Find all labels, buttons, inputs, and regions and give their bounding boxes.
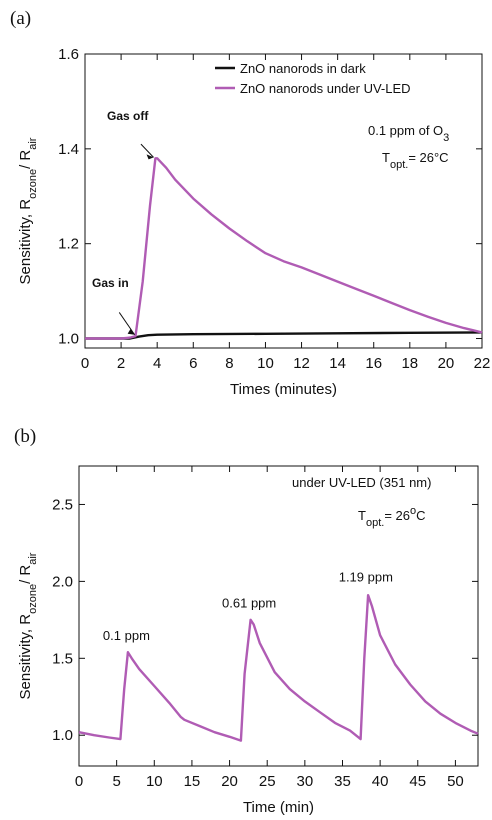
label-part: ozone (27, 584, 39, 614)
label-part: 0.1 ppm of O (368, 123, 443, 138)
x-tick-label: 40 (372, 773, 389, 790)
x-tick-label: 0 (75, 773, 83, 790)
panel-label: (b) (14, 426, 36, 447)
y-tick-label: 1.4 (58, 141, 79, 158)
label-part: Sensitivity, R (17, 614, 34, 700)
peak-label: 1.19 ppm (339, 569, 393, 584)
label-part: = 26 (384, 508, 410, 523)
x-tick-label: 45 (409, 773, 426, 790)
label-part: T (358, 508, 366, 523)
x-axis-label: Time (min) (243, 799, 314, 816)
x-tick-label: 30 (297, 773, 314, 790)
annotation-temperature: Topt.= 26°C (382, 150, 449, 171)
x-tick-label: 15 (184, 773, 201, 790)
y-tick-label: 1.2 (58, 236, 79, 253)
y-tick-label: 2.5 (52, 496, 73, 513)
series-line-1 (79, 595, 478, 740)
x-tick-label: 6 (189, 355, 197, 372)
label-part: 3 (443, 132, 449, 144)
x-tick-label: 0 (81, 355, 89, 372)
x-tick-label: 4 (153, 355, 161, 372)
x-tick-label: 14 (329, 355, 346, 372)
label-part: T (382, 150, 390, 165)
annotation-temperature: Topt.= 26oC (358, 505, 426, 529)
x-tick-label: 20 (438, 355, 455, 372)
peak-label: 0.1 ppm (103, 628, 150, 643)
x-tick-label: 25 (259, 773, 276, 790)
annotation-concentration: 0.1 ppm of O3 (368, 123, 449, 144)
y-tick-label: 1.0 (58, 331, 79, 348)
x-tick-label: 2 (117, 355, 125, 372)
x-tick-label: 8 (225, 355, 233, 372)
label-part: C (416, 508, 425, 523)
x-tick-label: 35 (334, 773, 351, 790)
x-tick-label: 20 (221, 773, 238, 790)
label-part: / R (17, 565, 34, 584)
y-tick-label: 1.6 (58, 46, 79, 63)
label-part: opt. (366, 517, 384, 529)
x-tick-label: 50 (447, 773, 464, 790)
x-tick-label: 10 (146, 773, 163, 790)
y-axis-label: Sensitivity, Rozone/ Rair (17, 552, 39, 699)
gas-off-label: Gas off (107, 109, 149, 123)
panel-label: (a) (10, 8, 31, 29)
gas-in-arrowhead (128, 329, 135, 335)
y-tick-label: 2.0 (52, 573, 73, 590)
label-part: opt. (390, 159, 408, 171)
gas-in-label: Gas in (92, 276, 129, 290)
y-tick-label: 1.5 (52, 650, 73, 667)
label-part: = 26°C (408, 150, 448, 165)
series-line-2 (85, 158, 482, 338)
peak-label: 0.61 ppm (222, 596, 276, 611)
label-part: / R (17, 150, 34, 169)
series-line-1 (85, 332, 482, 338)
legend-label: ZnO nanorods in dark (240, 61, 366, 76)
x-tick-label: 12 (293, 355, 310, 372)
plot-frame (85, 54, 482, 348)
label-part: air (27, 137, 39, 150)
annotation-condition: under UV-LED (351 nm) (292, 475, 431, 490)
x-tick-label: 16 (365, 355, 382, 372)
label-part: Sensitivity, R (17, 199, 34, 285)
x-axis-label: Times (minutes) (230, 381, 337, 398)
x-tick-label: 10 (257, 355, 274, 372)
y-tick-label: 1.0 (52, 727, 73, 744)
x-tick-label: 5 (112, 773, 120, 790)
legend-label: ZnO nanorods under UV-LED (240, 81, 411, 96)
label-part: air (27, 552, 39, 565)
x-tick-label: 22 (474, 355, 491, 372)
label-part: ozone (27, 169, 39, 199)
y-axis-label: Sensitivity, Rozone/ Rair (17, 137, 39, 284)
x-tick-label: 18 (401, 355, 418, 372)
